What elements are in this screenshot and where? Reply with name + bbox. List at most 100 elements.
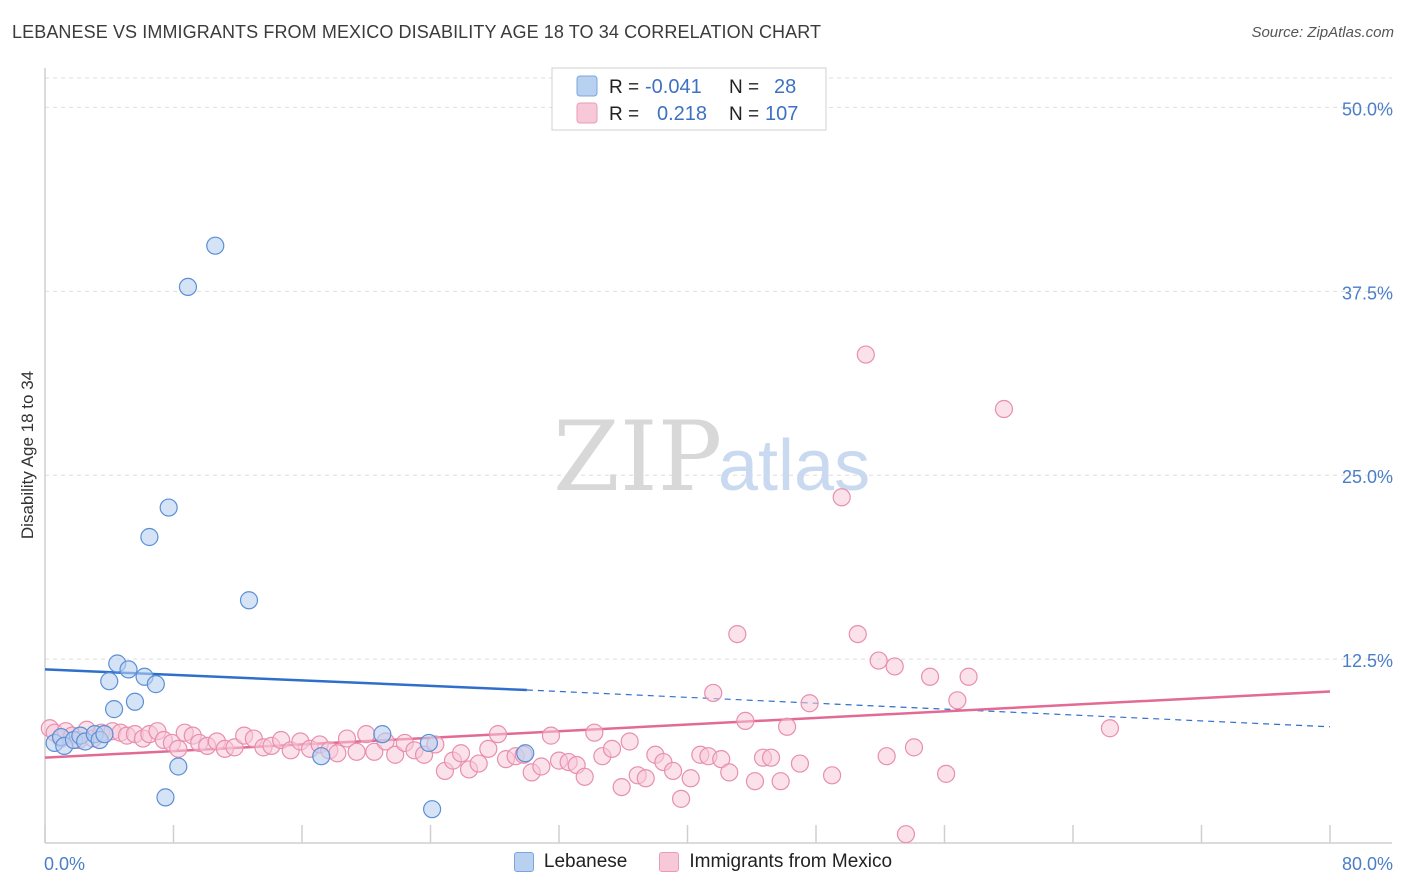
y-tick-label: 12.5% [1342, 651, 1393, 671]
series-mexico-points [40, 345, 1120, 844]
chart-title: LEBANESE VS IMMIGRANTS FROM MEXICO DISAB… [12, 22, 822, 42]
point-lebanese [125, 692, 145, 711]
point-mexico [169, 739, 188, 758]
y-tick-label: 25.0% [1342, 467, 1393, 487]
point-mexico [671, 789, 691, 808]
point-mexico [920, 667, 940, 686]
legend-r-label-2: R = [609, 104, 639, 125]
legend-n-label-2: N = [729, 104, 759, 125]
point-mexico [790, 754, 810, 773]
point-lebanese [100, 672, 119, 691]
legend-n-value-1: 28 [774, 76, 796, 98]
legend-swatch-lebanese [576, 75, 598, 97]
point-mexico [488, 725, 508, 744]
point-lebanese [140, 527, 159, 547]
legend-r-value-1: -0.041 [645, 76, 702, 98]
point-lebanese [178, 277, 198, 297]
point-mexico [777, 717, 797, 736]
watermark: ZIP atlas [553, 401, 870, 513]
point-mexico [720, 763, 739, 782]
legend-item-lebanese: Lebanese [513, 851, 628, 873]
point-mexico [541, 726, 561, 745]
point-lebanese [104, 700, 124, 719]
point-mexico [937, 764, 956, 783]
y-axis-labels: 12.5% 25.0% 37.5% 50.0% [1342, 99, 1393, 671]
series-lebanese-points [45, 236, 535, 819]
point-mexico [728, 624, 747, 644]
x-tick-label-min: 0.0% [44, 854, 85, 874]
point-mexico [877, 747, 896, 766]
legend-item-mexico: Immigrants from Mexico [659, 851, 892, 873]
source-credit: Source: ZipAtlas.com [1251, 24, 1394, 41]
legend-r-label-1: R = [609, 77, 639, 98]
legend-swatch-mexico-bottom [659, 852, 680, 872]
point-mexico [347, 742, 366, 761]
point-mexico [337, 729, 357, 748]
point-lebanese [169, 757, 188, 776]
grid-lines [45, 77, 1392, 660]
point-lebanese [373, 725, 392, 744]
point-lebanese [159, 498, 178, 517]
x-axis-labels: 0.0% 80.0% [44, 854, 1393, 874]
point-mexico [386, 745, 405, 764]
point-lebanese [95, 725, 114, 744]
point-mexico [612, 777, 631, 797]
point-mexico [904, 738, 924, 757]
x-tick-label-max: 80.0% [1342, 854, 1393, 874]
point-mexico [365, 742, 384, 761]
point-mexico [856, 345, 875, 364]
point-lebanese [119, 660, 138, 679]
point-mexico [771, 772, 790, 791]
point-mexico [704, 683, 723, 703]
stats-legend-box [551, 67, 827, 131]
point-mexico [832, 488, 851, 507]
point-mexico [575, 767, 594, 786]
axes [44, 68, 1392, 844]
point-mexico [959, 667, 978, 686]
point-mexico [994, 399, 1014, 419]
y-tick-label: 37.5% [1342, 283, 1393, 303]
point-mexico [469, 754, 488, 773]
point-mexico [848, 624, 867, 644]
point-mexico [328, 744, 347, 763]
point-mexico [636, 769, 655, 788]
stats-legend: R = -0.041 N = 28 R = 0.218 N = 107 [551, 67, 827, 131]
point-lebanese [516, 744, 535, 763]
point-mexico [1100, 719, 1120, 738]
point-mexico [451, 744, 471, 763]
legend-swatch-mexico [576, 102, 598, 124]
point-mexico [948, 691, 967, 710]
point-mexico [885, 657, 904, 676]
point-mexico [822, 766, 842, 785]
point-lebanese [419, 733, 438, 753]
point-mexico [357, 725, 376, 744]
point-lebanese [146, 675, 165, 694]
point-mexico [479, 739, 498, 758]
legend-label-mexico: Immigrants from Mexico [689, 851, 893, 872]
legend-r-value-2: 0.218 [657, 103, 707, 125]
point-lebanese [156, 788, 175, 807]
legend-label-lebanese: Lebanese [543, 851, 628, 872]
series-legend: Lebanese Immigrants from Mexico [0, 851, 1406, 873]
point-mexico [663, 761, 683, 781]
trend-line-lebanese-extension [526, 689, 1331, 728]
point-lebanese [312, 747, 331, 766]
point-mexico [602, 739, 622, 758]
legend-swatch-lebanese-bottom [513, 852, 534, 872]
point-mexico [225, 738, 244, 757]
y-tick-label: 50.0% [1342, 99, 1393, 119]
point-mexico [869, 651, 888, 670]
point-mexico [761, 748, 781, 767]
watermark-zip: ZIP [553, 401, 722, 513]
point-mexico [712, 750, 731, 769]
point-lebanese [239, 591, 259, 610]
point-mexico [896, 825, 916, 844]
point-mexico [736, 711, 755, 730]
point-mexico [681, 769, 700, 788]
y-axis-title: Disability Age 18 to 34 [18, 371, 37, 539]
point-mexico [620, 732, 639, 751]
point-mexico [532, 757, 551, 776]
point-lebanese [423, 800, 442, 819]
point-mexico [585, 723, 604, 742]
